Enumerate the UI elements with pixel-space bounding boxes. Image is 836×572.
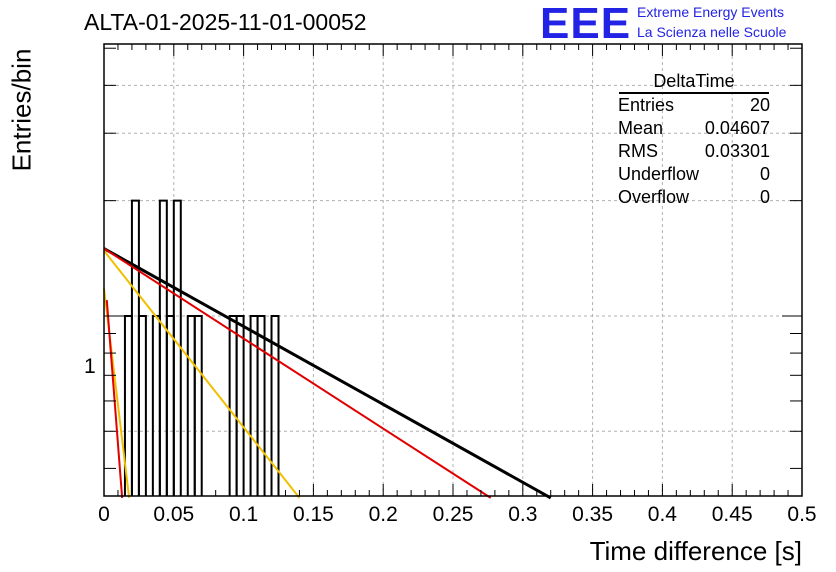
stats-value: 0 bbox=[759, 164, 770, 184]
histogram-bar bbox=[130, 199, 140, 496]
stats-label: Overflow bbox=[618, 187, 690, 207]
plot-title: ALTA-01-2025-11-01-00052 bbox=[84, 9, 367, 35]
logo-line-2: La Scienza nelle Scuole bbox=[637, 24, 787, 40]
stats-row-entries: Entries 20 bbox=[610, 94, 778, 117]
x-tick-label: 0.45 bbox=[711, 503, 753, 526]
x-tick-label: 0.35 bbox=[572, 503, 614, 526]
x-tick-label: 0.2 bbox=[368, 503, 398, 526]
histogram-bar bbox=[165, 314, 175, 496]
histogram-bar bbox=[193, 314, 203, 496]
stats-title: DeltaTime bbox=[619, 70, 769, 94]
stats-row-overflow: Overflow 0 bbox=[610, 186, 778, 209]
histogram-bar bbox=[256, 314, 266, 496]
x-axis-label: Time difference [s] bbox=[589, 536, 802, 566]
eee-logo-mark: EEE bbox=[540, 0, 632, 48]
x-tick-label: 0.25 bbox=[432, 503, 474, 526]
histogram-bar bbox=[172, 199, 182, 496]
x-tick-label: 0.1 bbox=[228, 503, 259, 526]
fit-red-slow bbox=[103, 247, 492, 499]
histogram-bar bbox=[235, 314, 245, 496]
stats-box: DeltaTime Entries 20 Mean 0.04607 RMS 0.… bbox=[610, 70, 778, 209]
histogram-bar bbox=[137, 314, 147, 496]
stats-value: 0 bbox=[759, 187, 770, 207]
stats-row-mean: Mean 0.04607 bbox=[610, 117, 778, 140]
x-tick-label: 0.4 bbox=[647, 503, 677, 526]
fit-curves bbox=[103, 247, 552, 500]
fit-yellow-slow bbox=[103, 250, 301, 499]
plot-frame bbox=[103, 43, 803, 497]
stats-label: Entries bbox=[618, 95, 675, 115]
x-tick-label: 0.05 bbox=[153, 503, 195, 526]
x-tick-label: 0.15 bbox=[292, 503, 334, 526]
histogram-bars bbox=[123, 199, 280, 496]
x-tick-label: 0.5 bbox=[787, 503, 817, 526]
fit-black bbox=[103, 247, 552, 500]
grid-lines bbox=[104, 44, 802, 496]
stats-label: RMS bbox=[618, 141, 658, 161]
stats-label: Underflow bbox=[618, 164, 700, 184]
histogram-bar bbox=[186, 314, 196, 496]
histogram-bar bbox=[270, 314, 280, 496]
x-tick-label: 0.3 bbox=[508, 503, 538, 526]
histogram-bar bbox=[151, 314, 161, 496]
stats-value: 20 bbox=[749, 95, 770, 115]
stats-value: 0.03301 bbox=[704, 141, 770, 161]
logo-line-1: Extreme Energy Events bbox=[637, 4, 785, 20]
stats-row-underflow: Underflow 0 bbox=[610, 163, 778, 186]
stats-row-rms: RMS 0.03301 bbox=[610, 140, 778, 163]
y-tick-label: 1 bbox=[84, 355, 96, 378]
y-axis-label: Entries/bin bbox=[6, 48, 37, 172]
histogram-bar bbox=[228, 314, 238, 496]
stats-value: 0.04607 bbox=[704, 118, 770, 138]
x-tick-label: 0 bbox=[98, 503, 110, 526]
stats-label: Mean bbox=[618, 118, 664, 138]
histogram-bar bbox=[158, 199, 168, 496]
